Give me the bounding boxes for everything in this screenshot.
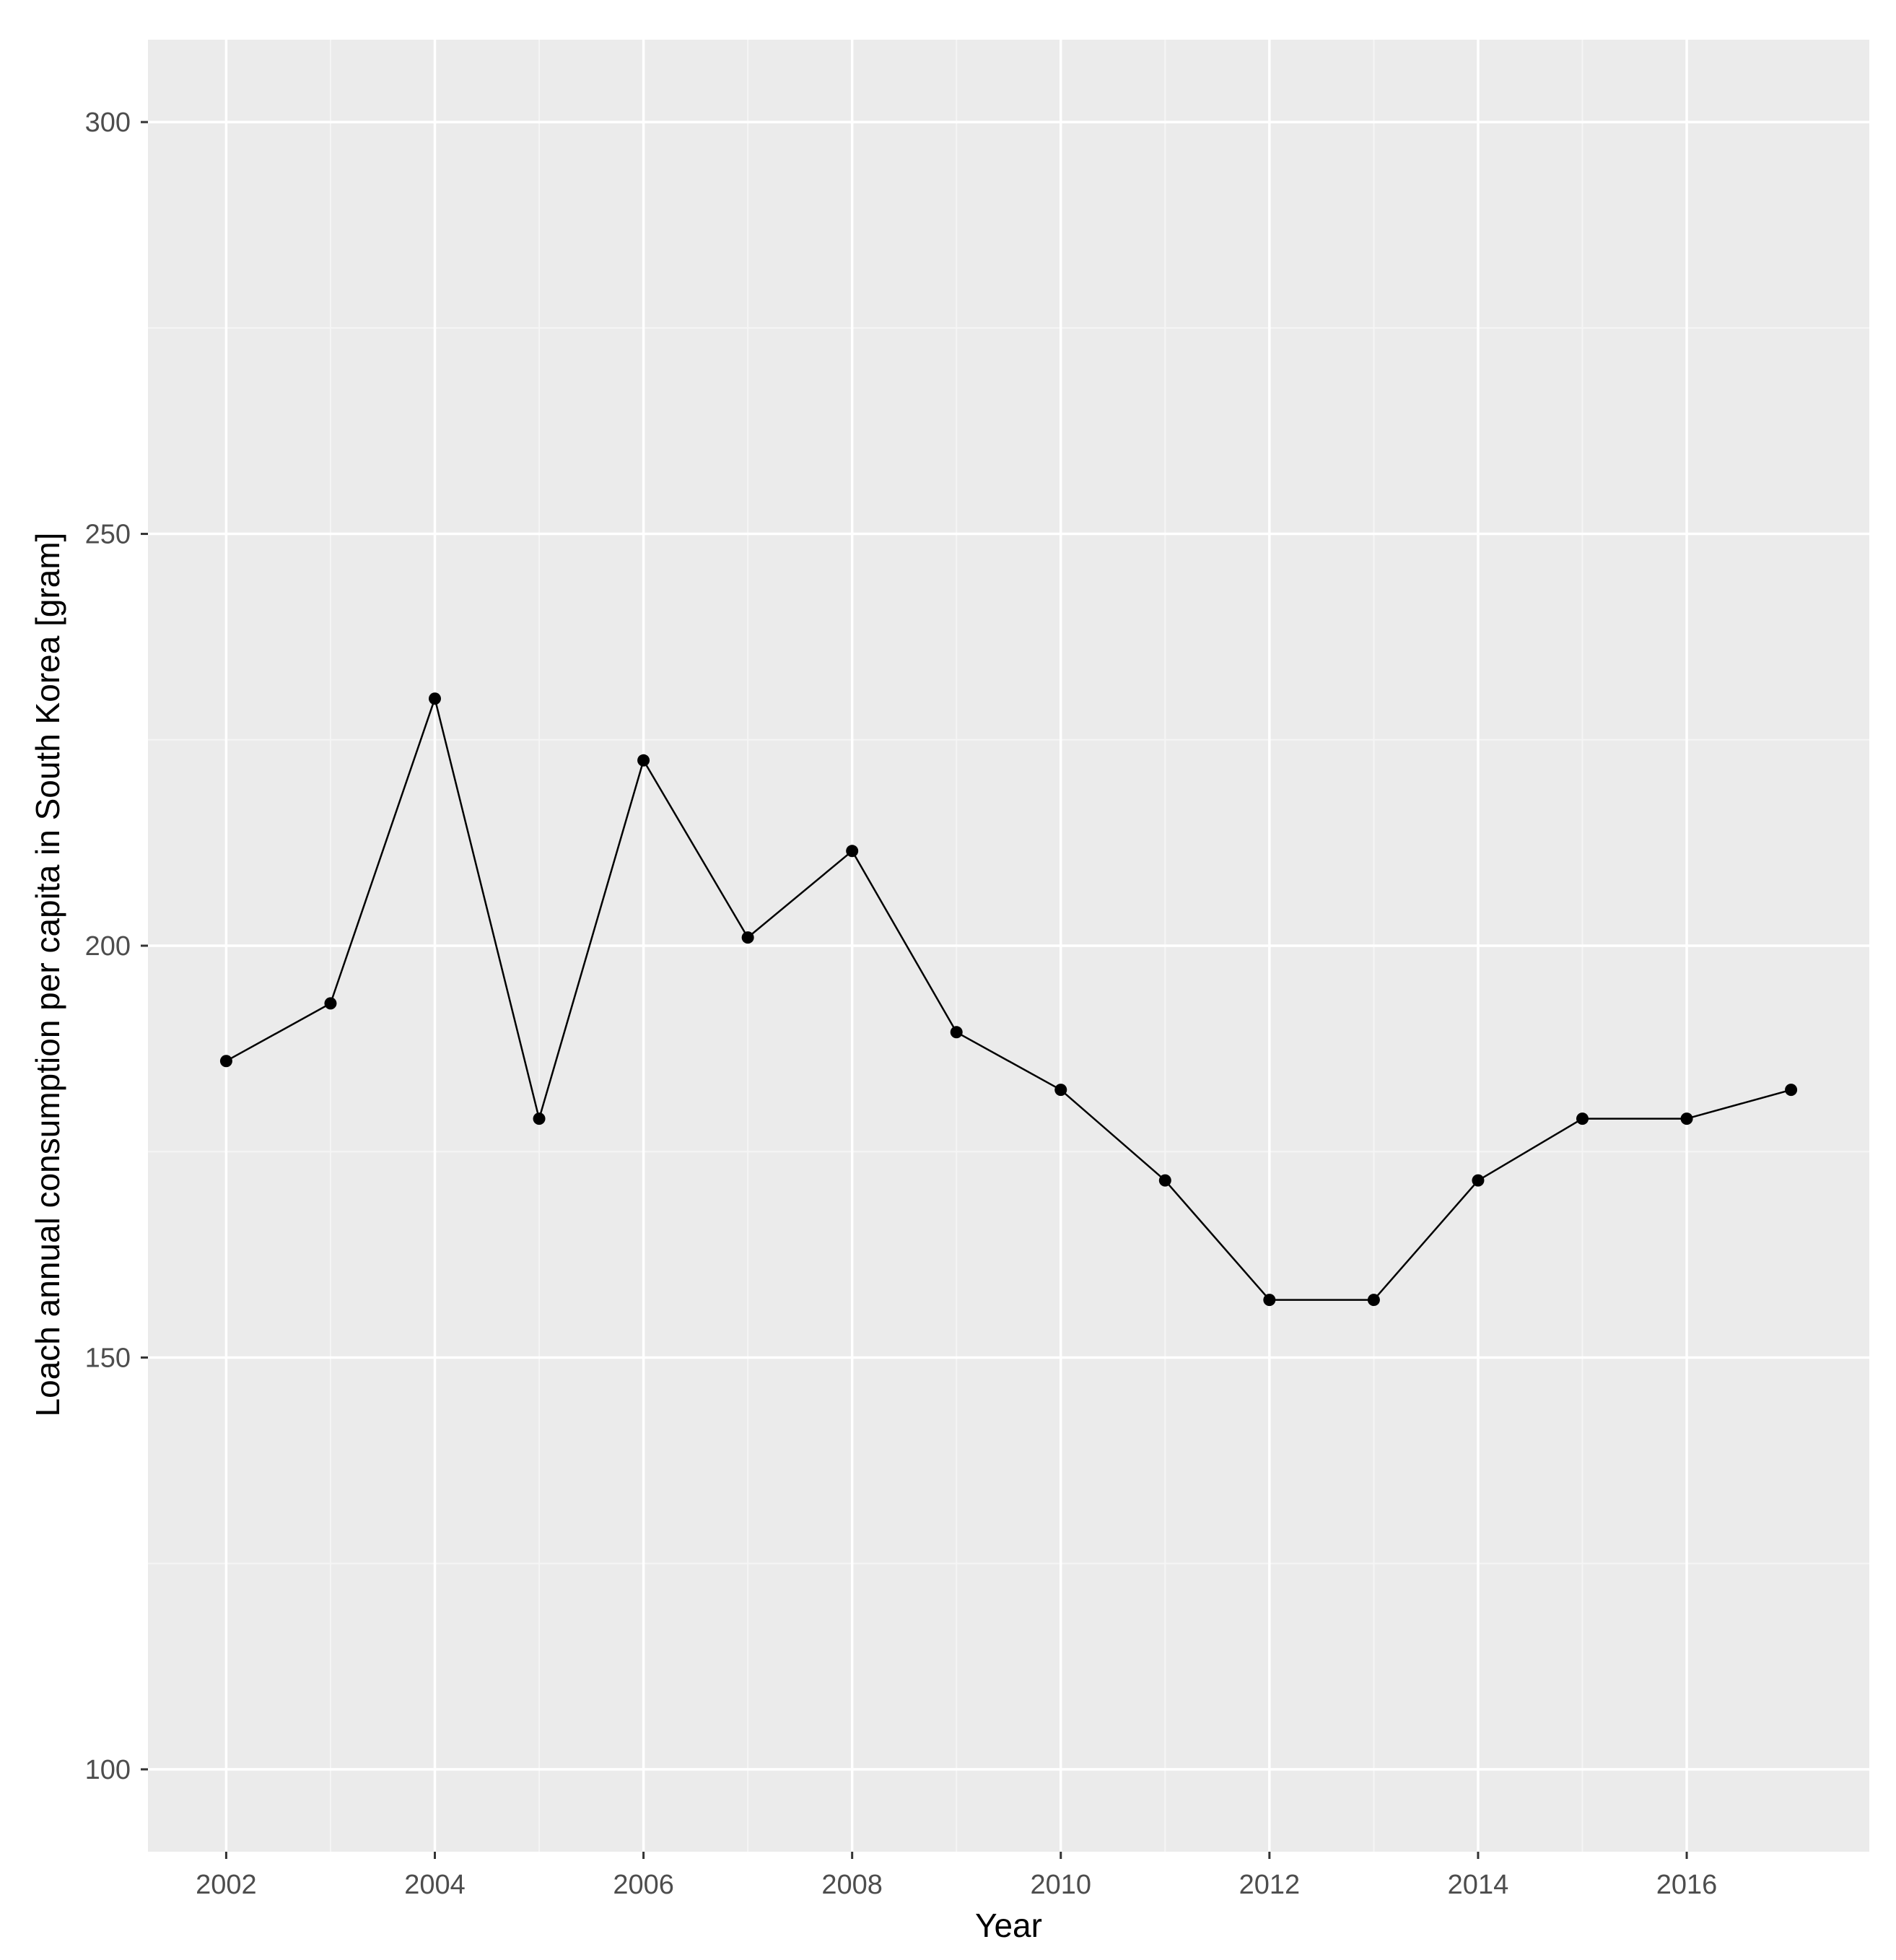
data-point <box>1367 1294 1380 1307</box>
data-point <box>1680 1112 1693 1125</box>
data-point <box>846 845 859 858</box>
major-gridlines <box>148 40 1869 1852</box>
x-tick-label: 2004 <box>404 1870 466 1900</box>
y-tick-label: 100 <box>85 1755 131 1785</box>
data-point <box>533 1112 546 1125</box>
data-point <box>219 1055 232 1068</box>
x-tick-label: 2012 <box>1239 1870 1301 1900</box>
y-tick-label: 300 <box>85 108 131 138</box>
data-point <box>324 997 337 1010</box>
y-tick-label: 150 <box>85 1343 131 1373</box>
data-point <box>1472 1174 1485 1187</box>
data-point <box>429 692 441 705</box>
x-tick-label: 2010 <box>1030 1870 1091 1900</box>
data-point <box>1158 1174 1171 1187</box>
series-layer <box>219 692 1798 1307</box>
y-tick-label: 200 <box>85 931 131 962</box>
data-point <box>1576 1112 1589 1125</box>
y-axis-title: Loach annual consumption per capita in S… <box>29 533 66 1417</box>
data-point <box>637 754 650 767</box>
data-point <box>1785 1084 1798 1097</box>
data-point <box>950 1026 963 1039</box>
series-line <box>225 697 1791 1301</box>
data-point <box>1263 1294 1276 1307</box>
axes: 2002 2004 2006 2008 2010 2012 2014 2016 100 150 20… <box>85 108 1718 1900</box>
data-point <box>1054 1084 1067 1097</box>
y-tick-label: 250 <box>85 520 131 550</box>
x-tick-label: 2014 <box>1448 1870 1509 1900</box>
x-tick-label: 2008 <box>821 1870 883 1900</box>
x-tick-label: 2016 <box>1656 1870 1718 1900</box>
x-tick-label: 2002 <box>196 1870 257 1900</box>
x-tick-label: 2006 <box>613 1870 674 1900</box>
x-axis-title: Year <box>975 1907 1042 1944</box>
data-point <box>741 931 754 944</box>
